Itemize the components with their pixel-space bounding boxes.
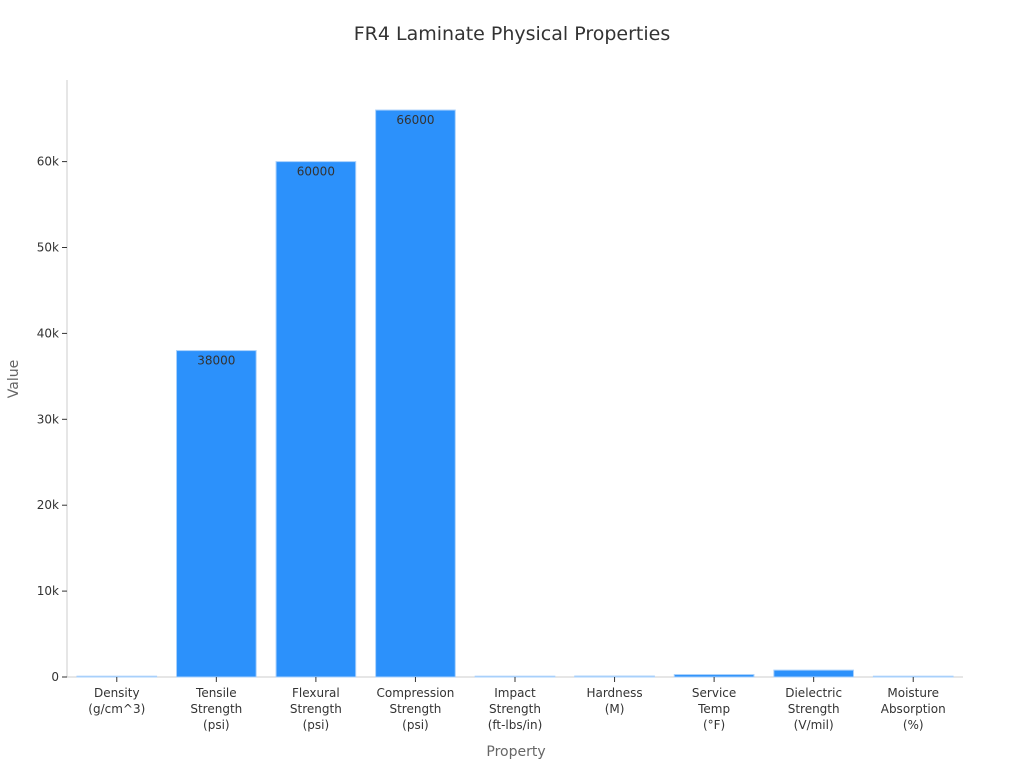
x-tick-label: Absorption (881, 702, 946, 716)
x-tick-label: Strength (190, 702, 242, 716)
bar (176, 350, 257, 678)
bar (773, 669, 854, 678)
x-tick-label: Density (94, 686, 140, 700)
bar (574, 675, 655, 678)
bar (474, 675, 556, 678)
bar (872, 675, 954, 678)
chart-title: FR4 Laminate Physical Properties (354, 23, 671, 45)
y-tick-label: 30k (37, 412, 59, 426)
y-tick-label: 50k (37, 241, 59, 255)
x-tick-label: Impact (494, 686, 536, 700)
x-tick-label: Service (692, 686, 736, 700)
x-tick-label: Temp (697, 702, 730, 716)
bar (673, 674, 755, 678)
x-tick-label: Compression (377, 686, 455, 700)
x-tick-label: Flexural (292, 686, 340, 700)
x-tick-label: (psi) (303, 718, 330, 732)
y-tick-label: 10k (37, 584, 59, 598)
x-tick-label: Moisture (887, 686, 939, 700)
bar (275, 161, 357, 678)
x-tick-label: Strength (788, 702, 840, 716)
data-label: 60000 (297, 165, 335, 179)
data-label: 66000 (396, 113, 434, 127)
y-axis-label: Value (6, 360, 22, 398)
x-tick-label: Dielectric (785, 686, 842, 700)
x-tick-label: (psi) (402, 718, 429, 732)
x-tick-label: Strength (290, 702, 342, 716)
x-tick-label: (°F) (703, 718, 725, 732)
x-tick-label: (psi) (203, 718, 230, 732)
x-tick-label: (g/cm^3) (88, 702, 145, 716)
x-tick-label: (ft-lbs/in) (488, 718, 543, 732)
x-tick-label: (V/mil) (794, 718, 834, 732)
x-tick-label: Strength (489, 702, 541, 716)
y-tick-label: 40k (37, 326, 59, 340)
x-tick-label: (M) (605, 702, 625, 716)
x-axis-label: Property (486, 744, 545, 760)
x-tick-label: (%) (903, 718, 924, 732)
bar (375, 109, 456, 678)
y-tick-label: 60k (37, 155, 59, 169)
x-tick-label: Strength (389, 702, 441, 716)
bar (76, 675, 158, 678)
y-tick-label: 20k (37, 498, 59, 512)
x-tick-label: Tensile (195, 686, 237, 700)
x-tick-label: Hardness (586, 686, 642, 700)
data-label: 38000 (197, 354, 235, 368)
y-tick-label: 0 (51, 670, 59, 684)
